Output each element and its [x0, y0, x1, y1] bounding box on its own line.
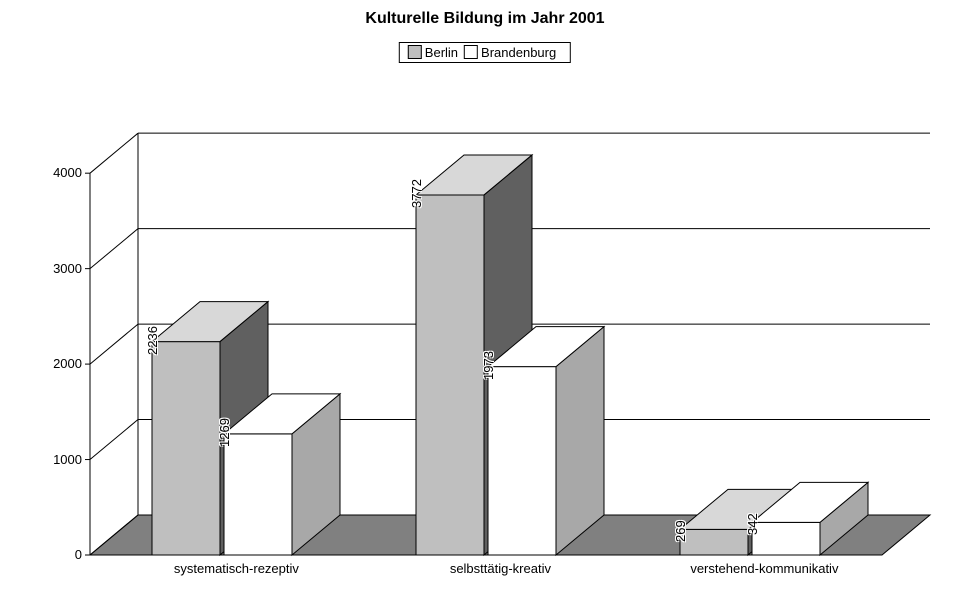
legend-label: Brandenburg — [481, 45, 556, 60]
chart-legend: Berlin Brandenburg — [399, 42, 571, 63]
x-axis-tick-label: systematisch-rezeptiv — [174, 561, 299, 576]
y-axis-tick-label: 1000 — [40, 452, 82, 467]
legend-swatch — [464, 45, 478, 59]
y-axis-tick-label: 3000 — [40, 261, 82, 276]
bar-value-label: 1973 — [481, 351, 496, 380]
x-axis-tick-label: selbsttätig-kreativ — [450, 561, 551, 576]
chart-svg — [90, 95, 930, 585]
x-axis-tick-label: verstehend-kommunikativ — [690, 561, 838, 576]
legend-swatch — [408, 45, 422, 59]
y-axis-tick-label: 0 — [40, 547, 82, 562]
bar-value-label: 269 — [673, 521, 688, 543]
legend-label: Berlin — [425, 45, 458, 60]
chart-plot — [90, 95, 930, 555]
bar-value-label: 342 — [745, 514, 760, 536]
chart-title: Kulturelle Bildung im Jahr 2001 — [0, 10, 970, 28]
bar-value-label: 3772 — [409, 179, 424, 208]
chart-container: Kulturelle Bildung im Jahr 2001 Berlin Br… — [0, 0, 970, 604]
y-axis-tick-label: 2000 — [40, 356, 82, 371]
bar-value-label: 1269 — [217, 418, 232, 447]
y-axis-tick-label: 4000 — [40, 165, 82, 180]
bar-value-label: 2236 — [145, 326, 160, 355]
